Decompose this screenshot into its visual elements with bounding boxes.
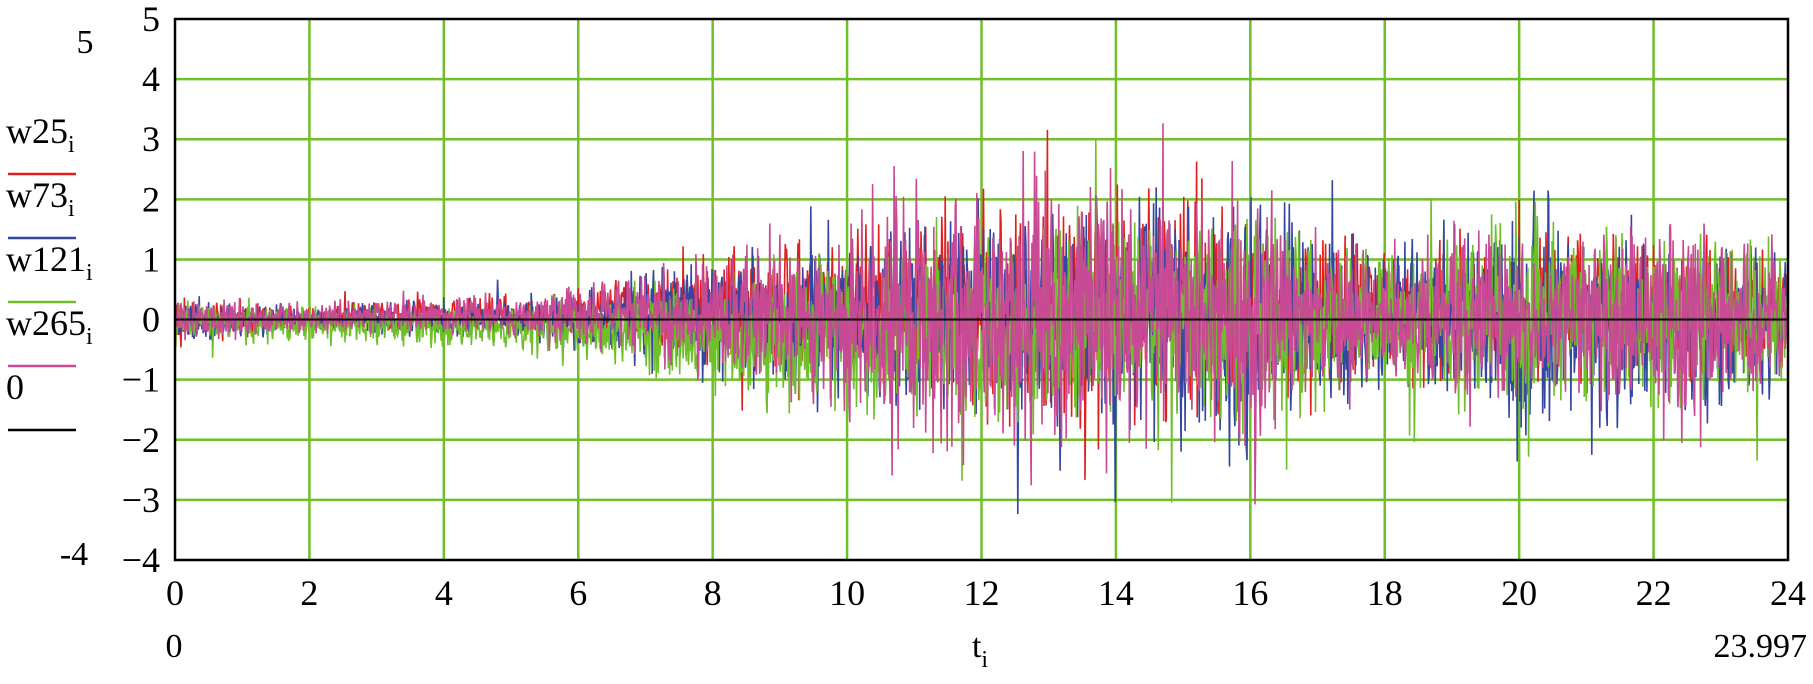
legend-label-name: w25 [6,111,68,151]
series-layer [174,123,1789,515]
x-tick-label: 10 [829,573,865,613]
legend-label: 0 [6,367,24,407]
x-tick-label: 16 [1232,573,1268,613]
x-axis-label: ti [972,628,988,673]
y-tick-label: 5 [142,0,160,39]
x-range-max-label: 23.997 [1714,628,1808,665]
legend-label: w265i [6,303,93,350]
x-tick-label: 22 [1636,573,1672,613]
plot-frame [173,17,1790,562]
y-range-min-label: -4 [60,536,88,573]
x-tick-label: 12 [964,573,1000,613]
y-tick-label: −1 [122,360,160,400]
y-tick-label: 3 [142,119,160,159]
x-tick-label: 18 [1367,573,1403,613]
legend-label: w121i [6,239,93,286]
x-tick-label: 14 [1098,573,1134,613]
x-range-min-label: 0 [166,628,183,665]
legend-label-name: 0 [6,367,24,407]
y-range-max-label: 5 [77,24,94,61]
legend-label: w73i [6,175,75,222]
x-axis-label-subscript: i [981,647,988,673]
legend-label-subscript: i [86,324,93,350]
legend-label-name: w73 [6,175,68,215]
y-tick-label: 2 [142,179,160,219]
y-tick-label: −2 [122,420,160,460]
series-line-w121 [174,138,1789,503]
x-tick-label: 8 [704,573,722,613]
x-tick-label: 2 [300,573,318,613]
legend-label-name: w265 [6,303,86,343]
x-tick-labels: 0 2 4 6 8 10 12 14 16 18 20 22 24 [166,573,1806,613]
y-tick-labels: −4 −3 −2 −1 0 1 2 3 4 5 [122,0,160,580]
x-tick-label: 6 [569,573,587,613]
y-tick-label: 4 [142,59,160,99]
x-tick-label: 20 [1501,573,1537,613]
x-axis-label-base: t [972,628,982,665]
legend-label-subscript: i [68,132,75,158]
y-tick-label: −3 [122,480,160,520]
x-tick-label: 24 [1770,573,1806,613]
legend-label-subscript: i [68,196,75,222]
legend-label: w25i [6,111,75,158]
y-tick-label: −4 [122,540,160,580]
x-tick-label: 4 [435,573,453,613]
x-tick-label: 0 [166,573,184,613]
series-line-w265 [174,123,1789,505]
y-tick-label: 1 [142,239,160,279]
legend-label-subscript: i [86,260,93,286]
legend-label-name: w121 [6,239,86,279]
y-tick-label: 0 [142,300,160,340]
